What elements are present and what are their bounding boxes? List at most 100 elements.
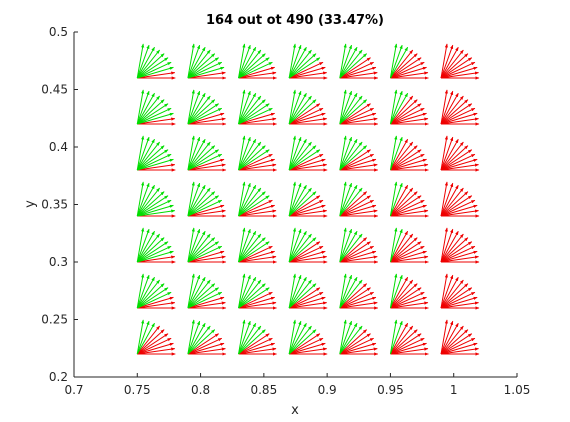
vector-fail	[390, 95, 414, 125]
vector-success	[339, 136, 353, 171]
vector-success	[137, 61, 172, 79]
vector-success	[238, 57, 270, 79]
vector-fail	[389, 322, 409, 355]
vector-fail	[390, 237, 418, 263]
vector-success	[187, 241, 219, 263]
vector-fail	[390, 245, 425, 263]
vector-success	[238, 228, 251, 263]
vector-fail	[187, 250, 225, 263]
vector-success	[288, 141, 312, 171]
vector-success	[389, 43, 398, 79]
vector-fail	[339, 103, 371, 125]
vector-fail	[390, 99, 418, 125]
vector-success	[238, 273, 246, 309]
vector-fail	[440, 181, 448, 217]
vector-fail	[339, 107, 374, 125]
vector-fail	[440, 325, 464, 355]
vector-success	[238, 187, 262, 217]
vector-success	[288, 182, 302, 217]
vector-success	[137, 195, 169, 217]
vector-fail	[339, 71, 378, 79]
vector-success	[288, 57, 321, 79]
vector-success	[238, 43, 246, 79]
vector-success	[136, 228, 150, 263]
vector-success	[238, 241, 270, 263]
vector-success	[288, 90, 302, 125]
vector-fail	[289, 250, 326, 263]
vector-fail	[440, 333, 473, 355]
vector-fail	[390, 233, 414, 263]
chart-title: 164 out ot 490 (33.47%)	[206, 13, 384, 28]
vector-success	[137, 112, 174, 125]
vector-fail	[390, 187, 414, 217]
vector-success	[137, 250, 174, 263]
vector-success	[288, 145, 317, 171]
vector-success	[339, 138, 358, 171]
vector-success	[238, 107, 273, 125]
vector-fail	[238, 163, 277, 171]
vector-fail	[440, 191, 469, 217]
vector-fail	[440, 66, 478, 79]
vector-success	[137, 149, 169, 171]
vector-success	[136, 182, 150, 217]
vector-success	[389, 320, 403, 355]
vector-fail	[440, 184, 459, 217]
vector-success	[238, 138, 257, 171]
vector-fail	[390, 283, 418, 309]
vector-success	[136, 90, 150, 125]
vector-fail	[390, 57, 422, 79]
vector-fail	[339, 296, 377, 309]
vector-success	[339, 276, 358, 309]
vector-fail	[289, 255, 328, 263]
vector-success	[389, 319, 398, 355]
vector-success	[187, 44, 201, 79]
vector-success	[187, 141, 211, 171]
vector-fail	[238, 66, 276, 79]
vector-fail	[440, 296, 478, 309]
vector-fail	[390, 255, 429, 263]
vector-fail	[390, 333, 422, 355]
vector-fail	[440, 319, 448, 355]
vector-success	[339, 43, 347, 79]
vector-fail	[339, 153, 374, 171]
vector-success	[137, 209, 176, 217]
vector-success	[136, 141, 160, 171]
vector-success	[187, 92, 206, 125]
vector-fail	[390, 153, 425, 171]
vector-fail	[137, 117, 176, 125]
vector-success	[187, 245, 223, 263]
vector-success	[187, 46, 206, 79]
vector-success	[136, 184, 155, 217]
vector-fail	[440, 92, 459, 125]
vector-success	[339, 46, 358, 79]
vector-success	[339, 95, 363, 125]
vector-fail	[390, 141, 414, 171]
vector-fail	[390, 241, 422, 263]
vector-fail	[440, 287, 473, 309]
vector-fail	[339, 199, 374, 217]
vector-success	[136, 227, 145, 263]
vector-success	[339, 181, 347, 217]
vector-fail	[390, 158, 427, 171]
vector-fail	[289, 296, 326, 309]
vector-fail	[390, 117, 429, 125]
y-tick-label: 0.45	[41, 83, 68, 97]
vector-success	[238, 195, 270, 217]
vector-fail	[440, 329, 469, 355]
vector-fail	[288, 153, 324, 171]
vector-success	[288, 276, 307, 309]
vector-success	[288, 149, 321, 171]
vector-success	[136, 322, 155, 355]
x-tick-label: 0.7	[64, 383, 83, 397]
vector-fail	[440, 209, 479, 217]
vector-success	[288, 273, 297, 309]
vector-success	[389, 182, 403, 217]
vector-fail	[390, 66, 427, 79]
vector-success	[187, 184, 206, 217]
vector-fail	[187, 112, 225, 125]
vector-success	[136, 135, 145, 171]
vector-success	[339, 319, 347, 355]
vector-fail	[339, 237, 367, 263]
vector-success	[137, 103, 169, 125]
vector-success	[339, 227, 347, 263]
